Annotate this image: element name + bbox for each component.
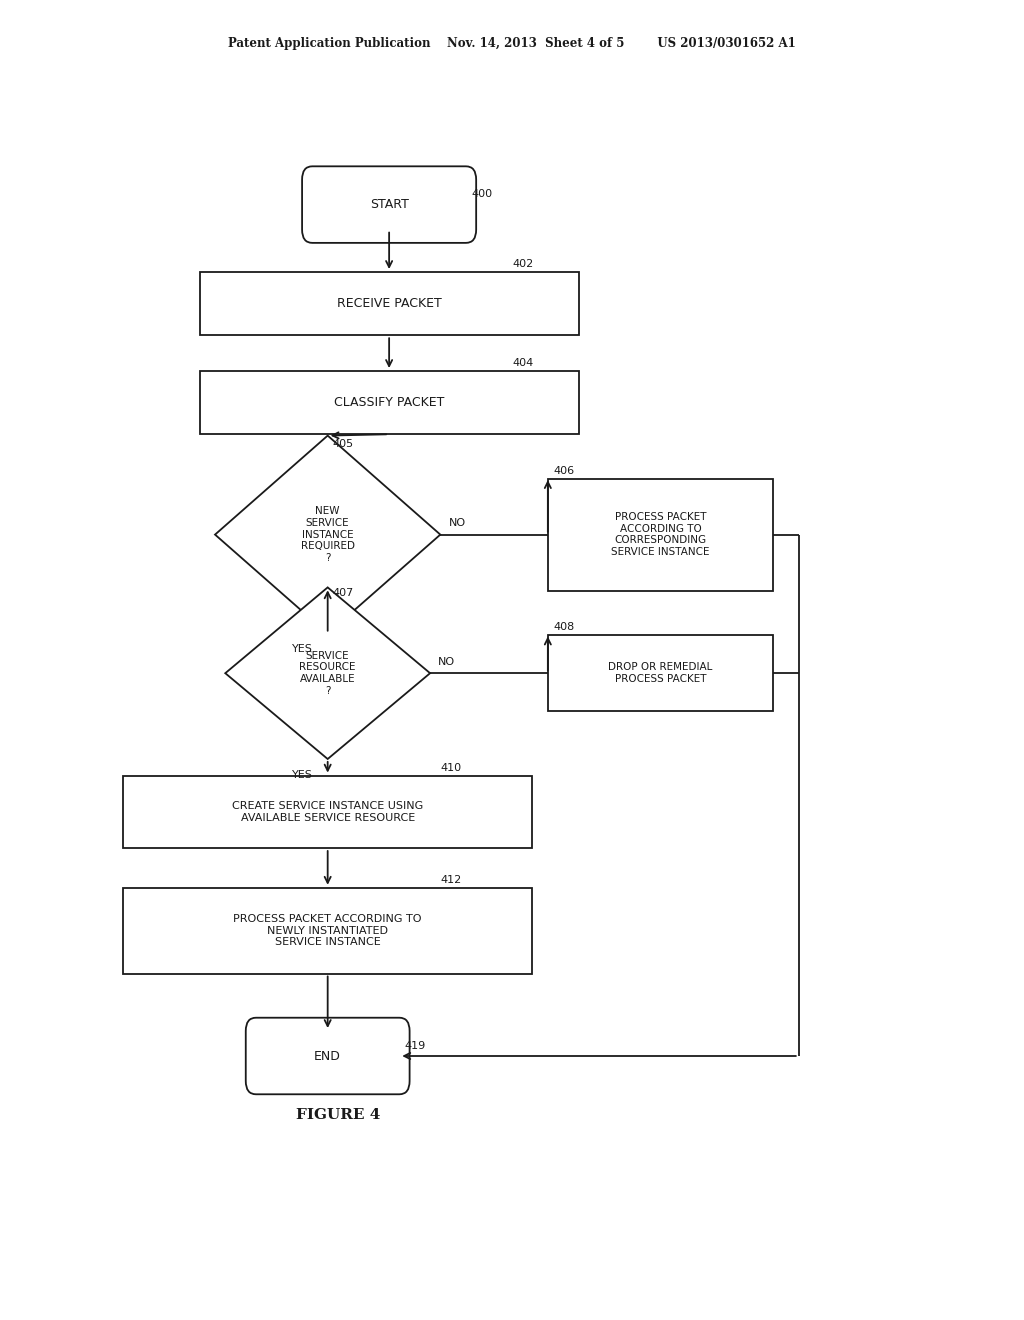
- Text: NEW
SERVICE
INSTANCE
REQUIRED
?: NEW SERVICE INSTANCE REQUIRED ?: [301, 507, 354, 562]
- Text: YES: YES: [292, 770, 312, 780]
- Text: 408: 408: [553, 622, 574, 632]
- Text: 405: 405: [333, 438, 354, 449]
- FancyBboxPatch shape: [548, 635, 773, 711]
- Text: START: START: [370, 198, 409, 211]
- Polygon shape: [225, 587, 430, 759]
- Text: 404: 404: [512, 358, 534, 368]
- Text: END: END: [314, 1049, 341, 1063]
- Polygon shape: [215, 436, 440, 634]
- FancyBboxPatch shape: [123, 776, 532, 849]
- Text: YES: YES: [292, 644, 312, 655]
- Text: CLASSIFY PACKET: CLASSIFY PACKET: [334, 396, 444, 409]
- Text: NO: NO: [438, 656, 456, 667]
- FancyBboxPatch shape: [548, 479, 773, 591]
- Text: PROCESS PACKET
ACCORDING TO
CORRESPONDING
SERVICE INSTANCE: PROCESS PACKET ACCORDING TO CORRESPONDIN…: [611, 512, 710, 557]
- Text: DROP OR REMEDIAL
PROCESS PACKET: DROP OR REMEDIAL PROCESS PACKET: [608, 663, 713, 684]
- Text: NO: NO: [449, 517, 466, 528]
- Text: 400: 400: [471, 189, 493, 199]
- Text: FIGURE 4: FIGURE 4: [296, 1109, 380, 1122]
- Text: 412: 412: [440, 875, 462, 884]
- Text: 410: 410: [440, 763, 462, 772]
- Text: 402: 402: [512, 259, 534, 269]
- FancyBboxPatch shape: [200, 371, 579, 434]
- FancyBboxPatch shape: [302, 166, 476, 243]
- FancyBboxPatch shape: [200, 272, 579, 335]
- Text: CREATE SERVICE INSTANCE USING
AVAILABLE SERVICE RESOURCE: CREATE SERVICE INSTANCE USING AVAILABLE …: [232, 801, 423, 822]
- FancyBboxPatch shape: [123, 888, 532, 974]
- Text: PROCESS PACKET ACCORDING TO
NEWLY INSTANTIATED
SERVICE INSTANCE: PROCESS PACKET ACCORDING TO NEWLY INSTAN…: [233, 913, 422, 948]
- FancyBboxPatch shape: [246, 1018, 410, 1094]
- Text: SERVICE
RESOURCE
AVAILABLE
?: SERVICE RESOURCE AVAILABLE ?: [299, 651, 356, 696]
- Text: 407: 407: [333, 587, 354, 598]
- Text: 406: 406: [553, 466, 574, 477]
- Text: RECEIVE PACKET: RECEIVE PACKET: [337, 297, 441, 310]
- Text: 419: 419: [404, 1040, 426, 1051]
- Text: Patent Application Publication    Nov. 14, 2013  Sheet 4 of 5        US 2013/030: Patent Application Publication Nov. 14, …: [228, 37, 796, 50]
